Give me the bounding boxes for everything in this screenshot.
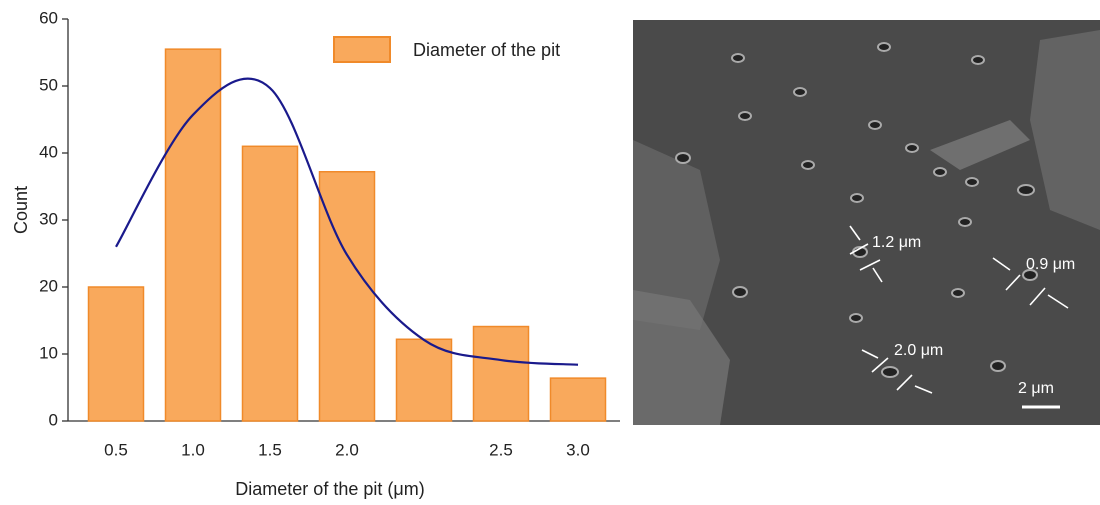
x-tick-label: 1.5 (258, 440, 282, 459)
legend-swatch (333, 36, 391, 63)
x-tick-label: 2.0 (335, 440, 359, 459)
measurement-label: 1.2 μm (872, 234, 921, 251)
x-tick-label: 1.0 (181, 440, 205, 459)
x-tick-label: 0.5 (104, 440, 128, 459)
y-tick-label: 40 (39, 142, 58, 161)
sem-image: 1.2 μm 0.9 μm 2.0 μm 2 μm (633, 20, 1100, 425)
bar (395, 338, 453, 422)
measurement-label: 2.0 μm (894, 342, 943, 359)
y-axis-title: Count (11, 186, 31, 234)
bar (87, 286, 145, 422)
x-axis-title: Diameter of the pit (μm) (235, 479, 424, 499)
legend: Diameter of the pit (333, 36, 560, 63)
image-texture (930, 120, 1030, 170)
x-tick-label: 3.0 (566, 440, 590, 459)
x-tick-label: 2.5 (489, 440, 513, 459)
y-tick-label: 0 (49, 410, 58, 429)
measurement-label: 0.9 μm (1026, 256, 1075, 273)
image-texture (633, 290, 730, 425)
image-texture (1030, 30, 1100, 230)
bar (164, 48, 222, 422)
bar (472, 325, 530, 422)
legend-label: Diameter of the pit (413, 40, 560, 60)
image-texture (633, 140, 720, 330)
y-tick-label: 10 (39, 343, 58, 362)
bar (318, 171, 376, 422)
y-tick-label: 60 (39, 8, 58, 27)
y-tick-label: 20 (39, 276, 58, 295)
y-tick-label: 30 (39, 209, 58, 228)
fit-curve (115, 77, 579, 366)
bar (241, 145, 299, 422)
y-tick-label: 50 (39, 75, 58, 94)
bar (549, 377, 607, 422)
scale-bar-label: 2 μm (1018, 380, 1054, 397)
